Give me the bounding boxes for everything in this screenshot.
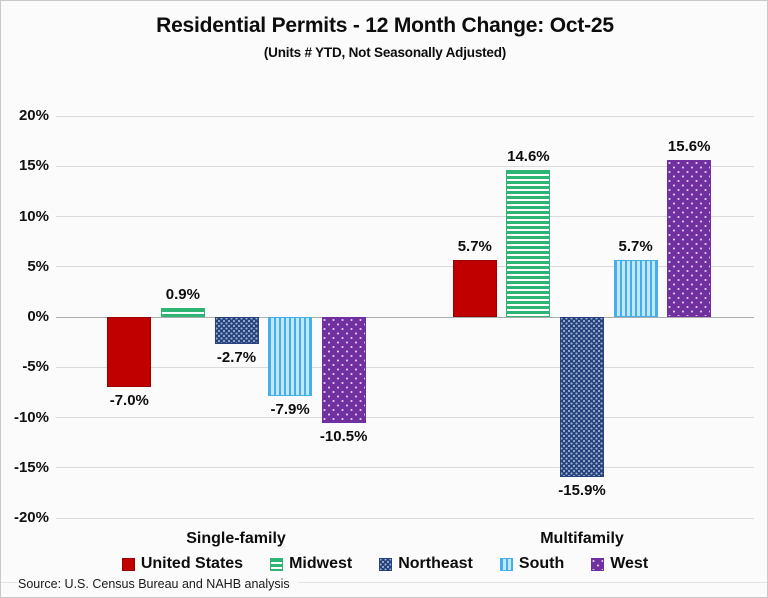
bar-united-states-single-family [107,317,152,388]
y-tick-label: -20% [13,509,49,526]
y-tick-label: 20% [18,107,49,124]
y-tick-label: 0% [27,308,49,325]
legend-label-midwest: Midwest [289,555,353,572]
chart-subtitle: (Units # YTD, Not Seasonally Adjusted) [263,45,507,60]
y-tick-label: -5% [22,358,49,376]
y-tick-label: -15% [13,458,49,476]
y-tick-label: 15% [18,157,49,175]
bar-northeast-single-family [214,317,259,345]
gridline [56,366,754,368]
data-label-united-states-single-family: -7.0% [109,392,149,410]
legend-swatch-south [499,557,513,571]
bar-south-multifamily [613,259,658,317]
gridline [56,417,754,418]
source-note: Source: U.S. Census Bureau and NAHB anal… [18,575,298,593]
gridline [56,517,754,519]
category-label-multifamily: Multifamily [540,530,624,547]
bar-midwest-single-family [160,307,205,317]
legend-swatch-west [591,557,605,571]
gridline [56,165,754,167]
bar-united-states-multifamily [452,259,497,317]
bar-south-single-family [268,317,313,397]
data-label-midwest-single-family: 0.9% [165,285,200,303]
legend-label-south: South [518,555,565,572]
chart-frame-bottom-edge [1,582,767,583]
y-tick-label: 5% [27,257,49,275]
bar-west-multifamily [667,160,712,317]
legend-item-west: West [591,555,648,573]
gridline [56,216,754,217]
legend-label-united-states: United States [140,555,244,572]
data-label-northeast-single-family: -2.7% [216,349,257,367]
legend-swatch-midwest [270,557,284,571]
data-label-south-multifamily: 5.7% [618,237,653,255]
legend-label-northeast: Northeast [398,555,473,572]
data-label-south-single-family: -7.9% [270,401,310,419]
data-label-west-single-family: -10.5% [319,427,368,445]
legend-item-midwest: Midwest [270,555,352,573]
chart-title: Residential Permits - 12 Month Change: O… [156,14,614,37]
data-label-west-multifamily: 15.6% [667,138,711,156]
legend-item-northeast: Northeast [379,555,473,573]
data-label-midwest-multifamily: 14.6% [507,148,550,166]
legend-item-south: South [499,555,565,573]
legend-swatch-northeast [379,557,393,571]
gridline [56,467,754,469]
category-label-single-family: Single-family [186,530,286,547]
bar-midwest-multifamily [506,170,551,317]
data-label-northeast-multifamily: -15.9% [558,481,606,499]
bar-west-single-family [321,317,366,423]
bar-northeast-multifamily [560,317,604,477]
y-tick-label: -10% [13,408,49,426]
legend-item-united-states: United States [121,555,244,573]
legend-swatch-united-states [121,557,135,571]
legend: United States Midwest Northeast South West [1,554,767,574]
x-axis-line [56,316,754,318]
data-label-united-states-multifamily: 5.7% [457,237,492,255]
gridline [56,266,754,268]
y-tick-label: 10% [18,207,49,225]
legend-label-west: West [610,555,649,572]
gridline [56,115,754,117]
